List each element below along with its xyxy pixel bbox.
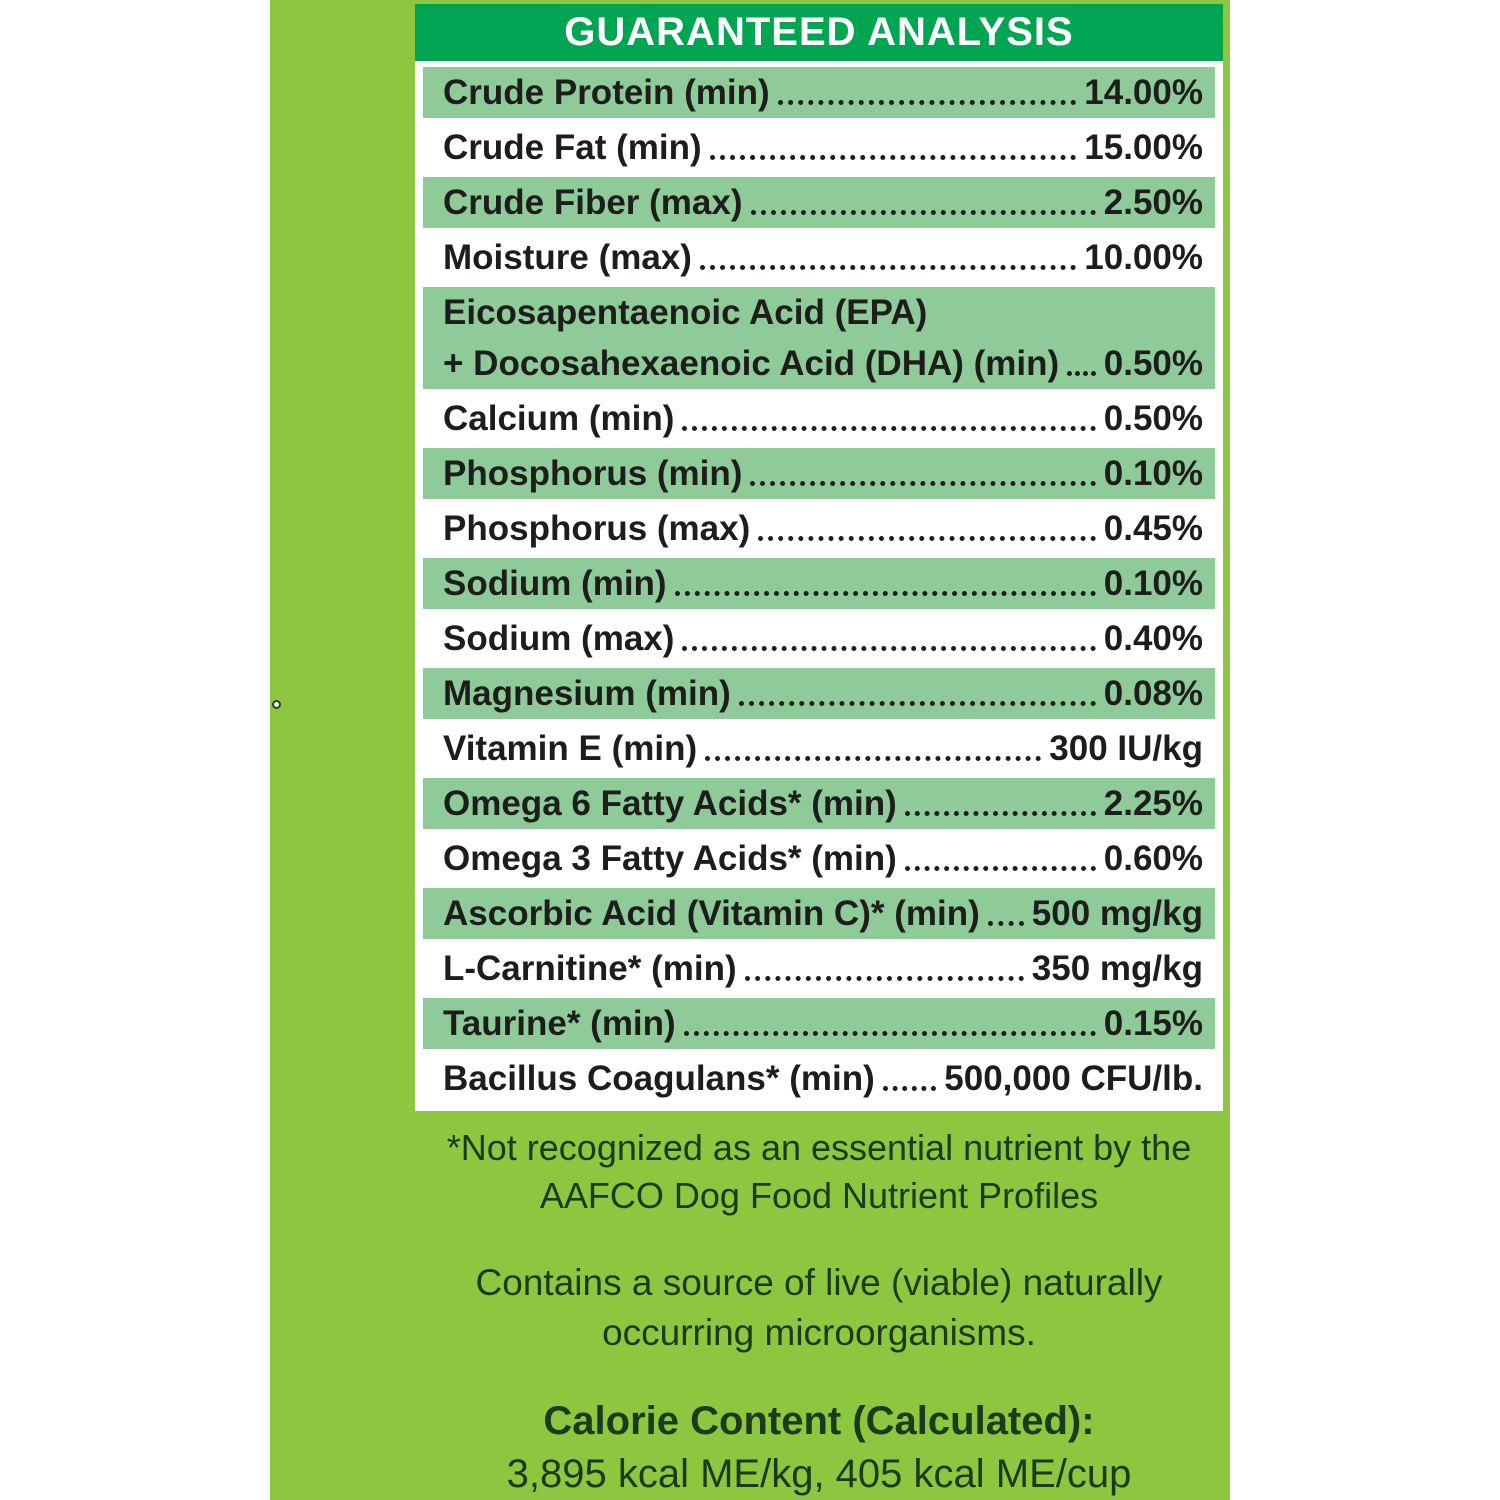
row-label: Omega 6 Fatty Acids* (min) [443,784,897,823]
row-value: 14.00% [1084,73,1203,112]
dotted-leader [750,210,1096,215]
analysis-row: Phosphorus (max) 0.45% [423,503,1215,554]
row-label: Sodium (max) [443,619,675,658]
row-value: 0.50% [1103,399,1203,438]
dotted-leader [674,591,1096,596]
analysis-row: Phosphorus (min) 0.10% [423,448,1215,499]
dotted-leader [682,426,1096,431]
guaranteed-analysis-header: GUARANTEED ANALYSIS [415,4,1223,61]
analysis-row: L-Carnitine* (min) 350 mg/kg [423,943,1215,994]
analysis-row: Crude Protein (min) 14.00% [423,67,1215,118]
dotted-leader [682,646,1096,651]
label-notes: *Not recognized as an essential nutrient… [415,1124,1223,1500]
analysis-row: Magnesium (min) 0.08% [423,668,1215,719]
dotted-leader [987,921,1024,926]
dotted-leader [904,866,1096,871]
row-label: Moisture (max) [443,238,692,277]
aafco-footnote: *Not recognized as an essential nutrient… [415,1124,1223,1220]
row-value: 0.10% [1103,564,1203,603]
microorganisms-line-1: Contains a source of live (viable) natur… [475,1262,1163,1303]
dotted-leader [709,155,1077,160]
dotted-leader [705,756,1042,761]
row-label: Taurine* (min) [443,1004,676,1043]
dotted-leader [882,1086,937,1091]
row-label: Magnesium (min) [443,674,731,713]
calorie-heading: Calorie Content (Calculated): [543,1399,1095,1443]
row-label: Phosphorus (max) [443,509,751,548]
row-label: Sodium (min) [443,564,667,603]
row-label: Crude Fiber (max) [443,183,743,222]
analysis-row: Eicosapentaenoic Acid (EPA) + Docosahexae… [423,287,1215,389]
row-value: 500,000 CFU/lb. [944,1059,1203,1098]
microorganisms-note: Contains a source of live (viable) natur… [415,1258,1223,1358]
dotted-leader [699,265,1077,270]
analysis-row: Taurine* (min) 0.15% [423,998,1215,1049]
microorganisms-line-2: occurring microorganisms. [602,1312,1036,1353]
row-label: L-Carnitine* (min) [443,949,737,988]
analysis-row: Calcium (min) 0.50% [423,393,1215,444]
row-label: + Docosahexaenoic Acid (DHA) (min) [443,344,1060,383]
row-value: 350 mg/kg [1031,949,1203,988]
dotted-leader [750,481,1096,486]
row-value: 0.45% [1103,509,1203,548]
row-label: Bacillus Coagulans* (min) [443,1059,875,1098]
footnote-line-2: AAFCO Dog Food Nutrient Profiles [539,1175,1099,1216]
analysis-row: Crude Fat (min) 15.00% [423,122,1215,173]
row-value: 0.60% [1103,839,1203,878]
row-value: 0.08% [1103,674,1203,713]
row-value: 300 IU/kg [1049,729,1203,768]
analysis-row: Crude Fiber (max) 2.50% [423,177,1215,228]
row-value: 0.40% [1103,619,1203,658]
calorie-values: 3,895 kcal ME/kg, 405 kcal ME/cup [506,1452,1132,1496]
analysis-row: Omega 3 Fatty Acids* (min) 0.60% [423,833,1215,884]
analysis-row: Bacillus Coagulans* (min) 500,000 CFU/lb. [423,1053,1215,1104]
analysis-row: Sodium (min) 0.10% [423,558,1215,609]
row-label: Ascorbic Acid (Vitamin C)* (min) [443,894,980,933]
row-label: Crude Fat (min) [443,128,702,167]
row-label: Calcium (min) [443,399,675,438]
dotted-leader [1067,371,1096,376]
dotted-leader [738,701,1096,706]
dotted-leader [744,976,1024,981]
guaranteed-analysis-table: Crude Protein (min) 14.00% Crude Fat (min)… [415,61,1223,1111]
section-title: GUARANTEED ANALYSIS [564,10,1074,54]
row-label-line1: Eicosapentaenoic Acid (EPA) [443,293,928,332]
row-label: Phosphorus (min) [443,454,743,493]
dotted-leader [904,811,1096,816]
dotted-leader [683,1031,1096,1036]
row-value: 15.00% [1084,128,1203,167]
analysis-row: Vitamin E (min) 300 IU/kg [423,723,1215,774]
row-value: 2.50% [1103,183,1203,222]
calorie-content: Calorie Content (Calculated): 3,895 kcal… [415,1394,1223,1500]
row-value: 0.10% [1103,454,1203,493]
analysis-row: Omega 6 Fatty Acids* (min) 2.25% [423,778,1215,829]
dotted-leader [758,536,1096,541]
row-value: 0.15% [1103,1004,1203,1043]
analysis-row: Ascorbic Acid (Vitamin C)* (min) 500 mg/k… [423,888,1215,939]
dotted-leader [777,100,1077,105]
analysis-row: Sodium (max) 0.40% [423,613,1215,664]
row-label: Omega 3 Fatty Acids* (min) [443,839,897,878]
row-value: 2.25% [1103,784,1203,823]
print-speck [272,700,281,709]
row-value: 500 mg/kg [1031,894,1203,933]
row-value: 0.50% [1103,344,1203,383]
row-label: Crude Protein (min) [443,73,770,112]
row-label: Vitamin E (min) [443,729,698,768]
footnote-line-1: *Not recognized as an essential nutrient… [446,1127,1192,1168]
row-value: 10.00% [1084,238,1203,277]
analysis-row: Moisture (max) 10.00% [423,232,1215,283]
